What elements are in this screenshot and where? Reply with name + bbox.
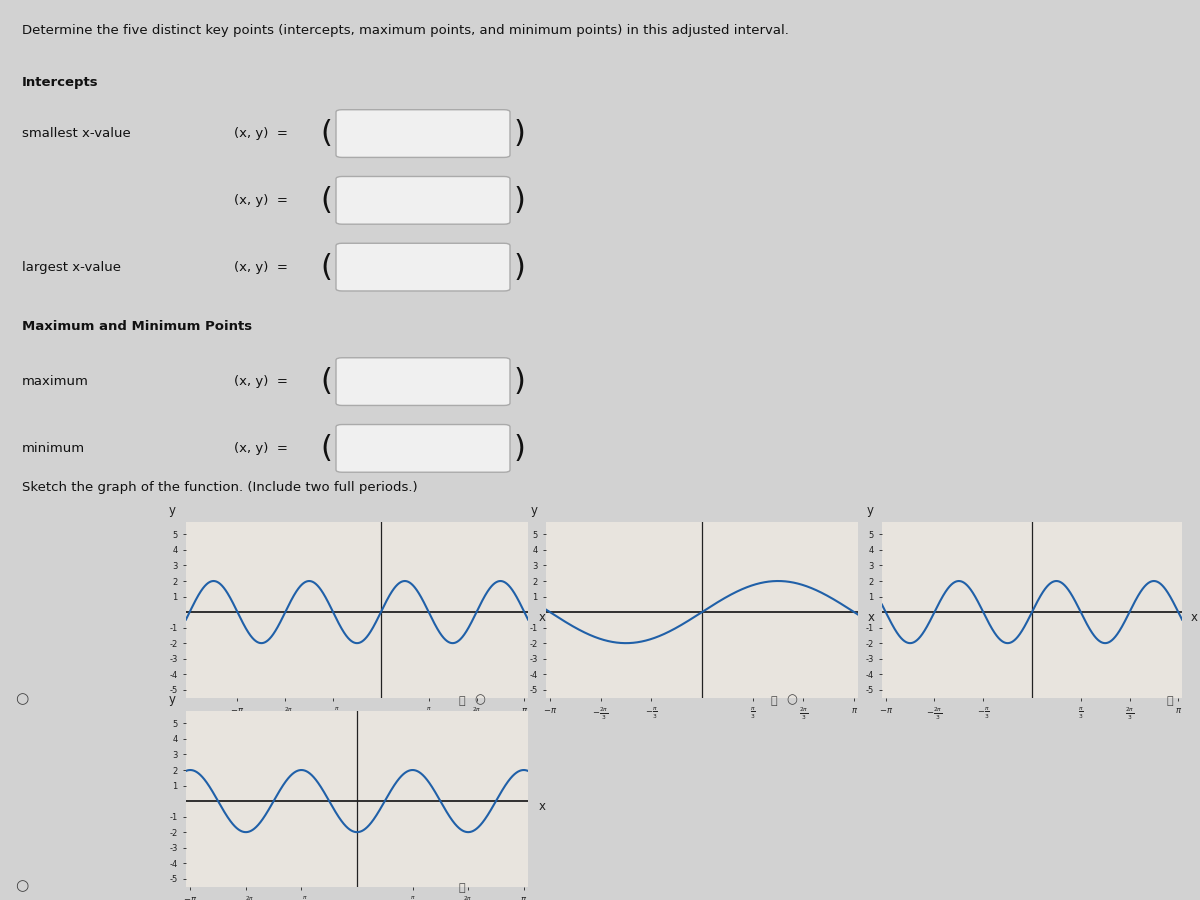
Text: (x, y)  =: (x, y) = bbox=[234, 375, 288, 388]
Text: ): ) bbox=[514, 253, 526, 282]
FancyBboxPatch shape bbox=[336, 110, 510, 158]
Text: (x, y)  =: (x, y) = bbox=[234, 194, 288, 207]
Text: ): ) bbox=[514, 434, 526, 463]
Text: (: ( bbox=[320, 253, 332, 282]
Text: (: ( bbox=[320, 434, 332, 463]
FancyBboxPatch shape bbox=[336, 243, 510, 291]
FancyBboxPatch shape bbox=[336, 425, 510, 472]
Text: y: y bbox=[169, 504, 176, 517]
Text: ): ) bbox=[514, 119, 526, 148]
Text: (x, y)  =: (x, y) = bbox=[234, 261, 288, 274]
Text: x: x bbox=[868, 611, 875, 624]
Text: ⓘ: ⓘ bbox=[1166, 697, 1174, 706]
Text: Sketch the graph of the function. (Include two full periods.): Sketch the graph of the function. (Inclu… bbox=[22, 482, 418, 494]
Text: ○: ○ bbox=[14, 691, 29, 707]
Text: smallest x-value: smallest x-value bbox=[22, 127, 131, 140]
Text: maximum: maximum bbox=[22, 375, 89, 388]
Text: ): ) bbox=[514, 185, 526, 215]
FancyBboxPatch shape bbox=[336, 357, 510, 405]
Text: y: y bbox=[530, 504, 538, 517]
Text: (: ( bbox=[320, 185, 332, 215]
Text: ○: ○ bbox=[786, 694, 798, 706]
Text: ○: ○ bbox=[14, 878, 29, 893]
Text: ⓘ: ⓘ bbox=[458, 883, 466, 893]
FancyBboxPatch shape bbox=[336, 176, 510, 224]
Text: ○: ○ bbox=[474, 694, 486, 706]
Text: x: x bbox=[539, 800, 545, 813]
Text: y: y bbox=[169, 693, 176, 706]
Text: x: x bbox=[1190, 611, 1198, 624]
Text: ): ) bbox=[514, 367, 526, 396]
Text: ⓘ: ⓘ bbox=[770, 697, 778, 706]
Text: Intercepts: Intercepts bbox=[22, 76, 98, 89]
Text: y: y bbox=[866, 504, 874, 517]
Text: (x, y)  =: (x, y) = bbox=[234, 442, 288, 454]
Text: Maximum and Minimum Points: Maximum and Minimum Points bbox=[22, 320, 252, 333]
Text: Determine the five distinct key points (intercepts, maximum points, and minimum : Determine the five distinct key points (… bbox=[22, 24, 788, 37]
Text: (: ( bbox=[320, 119, 332, 148]
Text: minimum: minimum bbox=[22, 442, 85, 454]
Text: ⓘ: ⓘ bbox=[458, 697, 466, 706]
Text: largest x-value: largest x-value bbox=[22, 261, 120, 274]
Text: (x, y)  =: (x, y) = bbox=[234, 127, 288, 140]
Text: (: ( bbox=[320, 367, 332, 396]
Text: x: x bbox=[539, 611, 545, 624]
